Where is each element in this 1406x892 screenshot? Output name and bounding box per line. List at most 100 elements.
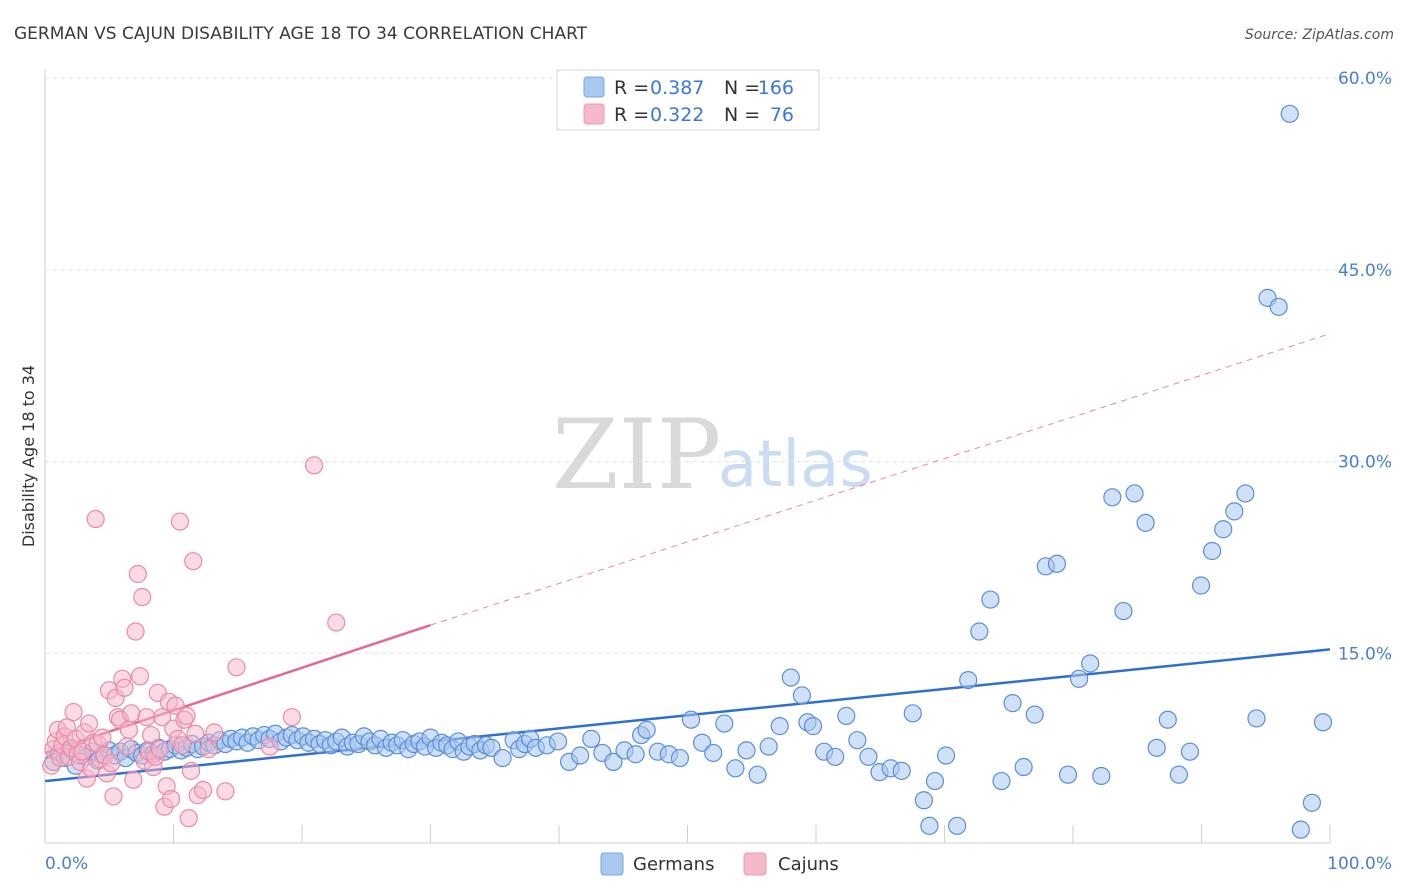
axis-layer <box>44 70 1331 844</box>
cajun-trend-extension <box>430 333 1331 626</box>
cajun-point <box>327 613 346 632</box>
watermark-zip: ZIP <box>552 399 721 511</box>
cajun-point <box>126 622 145 641</box>
watermark-atlas: atlas <box>718 428 873 502</box>
legend-n-label-cajun: N = <box>724 104 760 126</box>
german-point <box>1125 484 1144 503</box>
legend-n-value-german: 166 <box>758 77 794 99</box>
german-point <box>892 761 911 780</box>
legend-r-label-german: R = <box>614 77 649 99</box>
cajun-point <box>86 509 105 529</box>
cajun-point <box>119 720 139 740</box>
chart-title: GERMAN VS CAJUN DISABILITY AGE 18 TO 34 … <box>14 24 588 44</box>
german-point <box>1280 104 1299 123</box>
x-tick-label-100: 100.0% <box>1327 854 1392 874</box>
german-point <box>1058 765 1078 784</box>
german-point <box>1291 820 1310 839</box>
german-point <box>803 717 823 736</box>
legend-n-value-cajun: 76 <box>770 104 794 126</box>
german-point <box>948 816 967 835</box>
y-tick-label-60: 60.0% <box>1338 69 1392 89</box>
cajun-point <box>79 714 99 733</box>
cajun-point <box>150 740 170 759</box>
cajun-point <box>304 456 324 475</box>
german-point <box>582 729 601 748</box>
german-point <box>1247 709 1266 728</box>
german-point <box>737 741 756 760</box>
german-point <box>936 746 956 765</box>
legend-r-label-cajun: R = <box>614 104 649 126</box>
bottom-legend: Germans Cajuns <box>600 852 839 876</box>
cajun-points <box>42 456 346 828</box>
bottom-legend-cajuns: Cajuns <box>778 854 839 875</box>
german-point <box>715 714 734 733</box>
cajun-point <box>93 728 112 747</box>
german-point <box>1114 601 1133 621</box>
german-point <box>1003 694 1022 713</box>
german-point <box>1047 554 1067 573</box>
cajun-point <box>282 708 302 727</box>
cajun-point <box>170 512 190 531</box>
german-point <box>726 759 745 778</box>
german-point <box>626 745 645 764</box>
legend-swatch-german <box>583 76 605 98</box>
german-point <box>925 771 945 791</box>
legend-r-value-german: 0.387 <box>650 77 704 99</box>
german-point <box>1147 738 1166 757</box>
german-point <box>759 737 778 756</box>
tick-layer: 15.0% 30.0% 45.0% 60.0% 0.0% 100.0% <box>45 69 1392 874</box>
cajun-point <box>104 787 123 806</box>
cajun-point <box>227 658 246 677</box>
german-point <box>1069 669 1089 688</box>
german-point <box>1025 705 1044 724</box>
german-point <box>1225 502 1244 521</box>
cajun-point <box>184 552 203 571</box>
german-point <box>571 746 590 765</box>
german-point <box>704 743 723 763</box>
cajun-point <box>181 761 201 780</box>
german-point <box>604 752 623 772</box>
german-point <box>903 704 922 723</box>
german-point <box>959 670 978 690</box>
cajun-point <box>205 723 224 742</box>
cajun-point <box>102 754 121 773</box>
cajun-point <box>142 725 161 745</box>
cajun-point <box>133 587 152 607</box>
german-point <box>859 747 878 766</box>
cajun-point <box>115 678 134 697</box>
german-point <box>548 732 568 751</box>
german-point <box>848 731 867 750</box>
cajun-point <box>177 706 196 725</box>
german-point <box>981 590 1000 609</box>
german-point <box>1214 520 1233 539</box>
legend-n-label-german: N = <box>724 77 760 99</box>
german-point <box>1269 297 1288 316</box>
bottom-legend-germans: Germans <box>633 854 714 875</box>
german-point <box>1136 513 1155 532</box>
german-point <box>1203 541 1222 561</box>
german-point <box>1169 765 1188 784</box>
german-point <box>1092 766 1111 786</box>
german-point <box>1014 757 1033 777</box>
cajun-point <box>179 809 198 828</box>
cajun-point <box>194 780 213 800</box>
cajun-point <box>117 737 136 756</box>
german-point <box>748 765 767 784</box>
y-axis-label: Disability Age 18 to 34 <box>19 365 38 547</box>
cajun-point <box>124 770 143 789</box>
y-tick-label-45: 45.0% <box>1338 261 1392 281</box>
y-tick-label-15: 15.0% <box>1338 644 1392 664</box>
cajun-point <box>199 740 218 759</box>
cajun-point <box>161 789 181 809</box>
german-point <box>781 668 800 687</box>
x-tick-label-0: 0.0% <box>45 854 88 874</box>
cajun-point <box>186 724 205 743</box>
cajun-point <box>153 708 172 727</box>
german-points <box>44 104 1333 839</box>
cajun-point <box>130 667 150 686</box>
german-point <box>1103 488 1122 507</box>
german-point <box>837 706 856 725</box>
cajun-point <box>173 736 192 755</box>
bottom-legend-swatch-cajuns <box>743 852 767 876</box>
